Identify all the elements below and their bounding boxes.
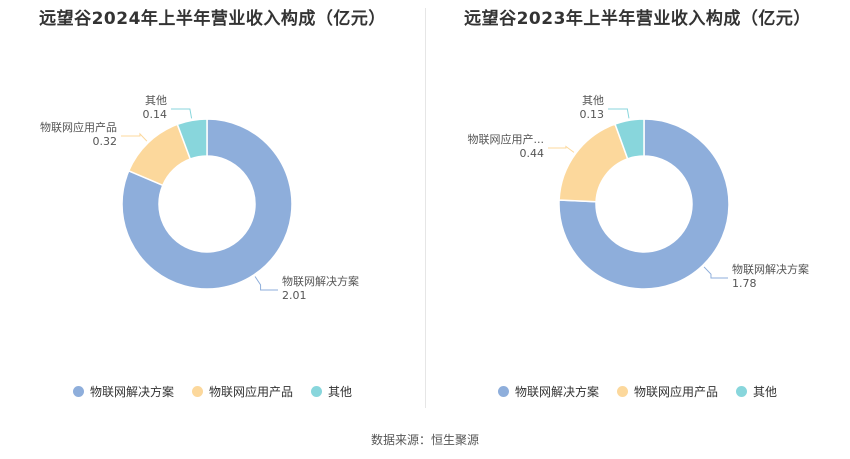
legend-marker (736, 386, 747, 397)
leader-line (121, 132, 148, 142)
legend-marker (497, 386, 509, 397)
legend-label: 物联网应用产品 (633, 385, 718, 399)
slice-value: 0.44 (520, 147, 545, 160)
slice-value: 0.13 (580, 108, 605, 121)
legend-item-other[interactable]: 其他 (736, 383, 777, 400)
legend-item-products[interactable]: 物联网应用产品 (616, 383, 718, 400)
donut-slice[interactable] (176, 118, 208, 160)
slice-label: 物联网应用产品 (40, 120, 117, 134)
slice-label: 其他 (582, 94, 604, 107)
slice-label: 物联网应用产... (468, 132, 545, 146)
donut-slice[interactable] (558, 118, 730, 290)
leader-line (608, 108, 630, 119)
legend-label: 其他 (328, 385, 353, 399)
leader-line (548, 145, 575, 153)
slice-value: 0.14 (143, 108, 168, 121)
leader-line (703, 266, 728, 279)
legend-item-solutions[interactable]: 物联网解决方案 (497, 383, 599, 400)
legend: 物联网解决方案 物联网应用产品 其他 (0, 383, 425, 400)
leader-line (254, 276, 278, 291)
legend-label: 物联网解决方案 (89, 385, 174, 399)
donut-slice[interactable] (558, 123, 629, 203)
legend-marker (72, 386, 84, 397)
legend-marker (616, 386, 628, 397)
donut-slice[interactable] (614, 118, 645, 160)
slice-value: 1.78 (732, 277, 757, 290)
chart-title: 远望谷2023年上半年营业收入构成（亿元） (464, 9, 811, 29)
slice-value: 0.32 (93, 135, 118, 148)
chart-title: 远望谷2024年上半年营业收入构成（亿元） (39, 9, 386, 29)
legend: 物联网解决方案 物联网应用产品 其他 (425, 383, 850, 400)
legend-item-products[interactable]: 物联网应用产品 (191, 383, 293, 400)
leader-line (171, 108, 193, 119)
legend-item-solutions[interactable]: 物联网解决方案 (72, 383, 174, 400)
chart-panel-2023: 远望谷2023年上半年营业收入构成（亿元） 物联网解决方案 1.78 物联网应用产.… (425, 0, 850, 415)
data-source: 数据来源：恒生聚源 (370, 433, 479, 447)
legend-marker (191, 386, 203, 397)
slice-value: 2.01 (282, 289, 307, 302)
legend-label: 其他 (753, 385, 778, 399)
slice-label: 其他 (145, 94, 167, 107)
chart-panel-2024: 远望谷2024年上半年营业收入构成（亿元） 物联网解决方案 2.01 物联网应用产品… (0, 0, 425, 415)
legend-item-other[interactable]: 其他 (311, 383, 352, 400)
slice-label: 物联网解决方案 (282, 274, 359, 288)
slice-label: 物联网解决方案 (732, 262, 809, 276)
panel-divider (425, 8, 426, 408)
legend-label: 物联网应用产品 (208, 385, 293, 399)
donut-slice[interactable] (121, 118, 293, 290)
legend-marker (311, 386, 322, 397)
legend-label: 物联网解决方案 (514, 385, 599, 399)
